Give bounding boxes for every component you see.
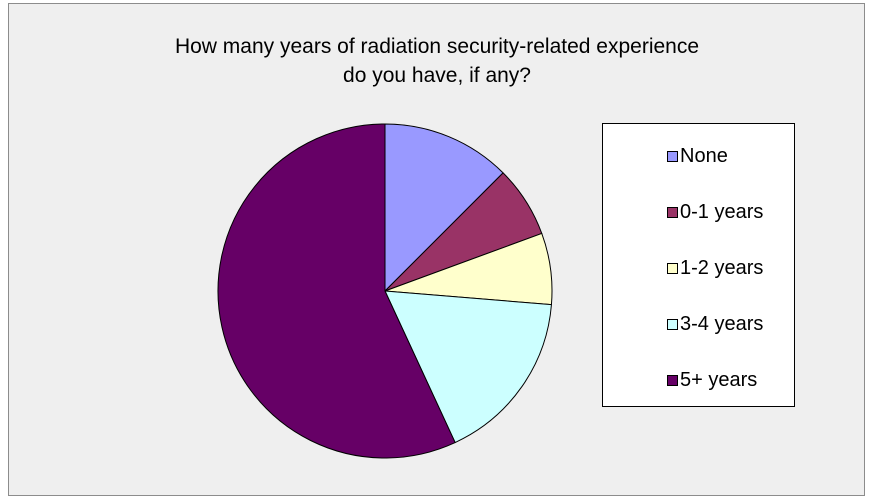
legend-item-none: None bbox=[603, 144, 728, 168]
legend-swatch bbox=[667, 375, 678, 386]
legend: None 0-1 years 1-2 years 3-4 years 5+ ye… bbox=[602, 123, 795, 407]
legend-label: None bbox=[680, 145, 728, 168]
legend-item-1-2-years: 1-2 years bbox=[603, 256, 763, 280]
legend-label: 3-4 years bbox=[680, 313, 763, 336]
legend-label: 1-2 years bbox=[680, 257, 763, 280]
legend-label: 5+ years bbox=[680, 369, 757, 392]
legend-swatch bbox=[667, 263, 678, 274]
legend-item-0-1-years: 0-1 years bbox=[603, 200, 763, 224]
legend-item-5-plus-years: 5+ years bbox=[603, 368, 757, 392]
legend-swatch bbox=[667, 151, 678, 162]
legend-swatch bbox=[667, 207, 678, 218]
legend-swatch bbox=[667, 319, 678, 330]
legend-label: 0-1 years bbox=[680, 201, 763, 224]
legend-item-3-4-years: 3-4 years bbox=[603, 312, 763, 336]
